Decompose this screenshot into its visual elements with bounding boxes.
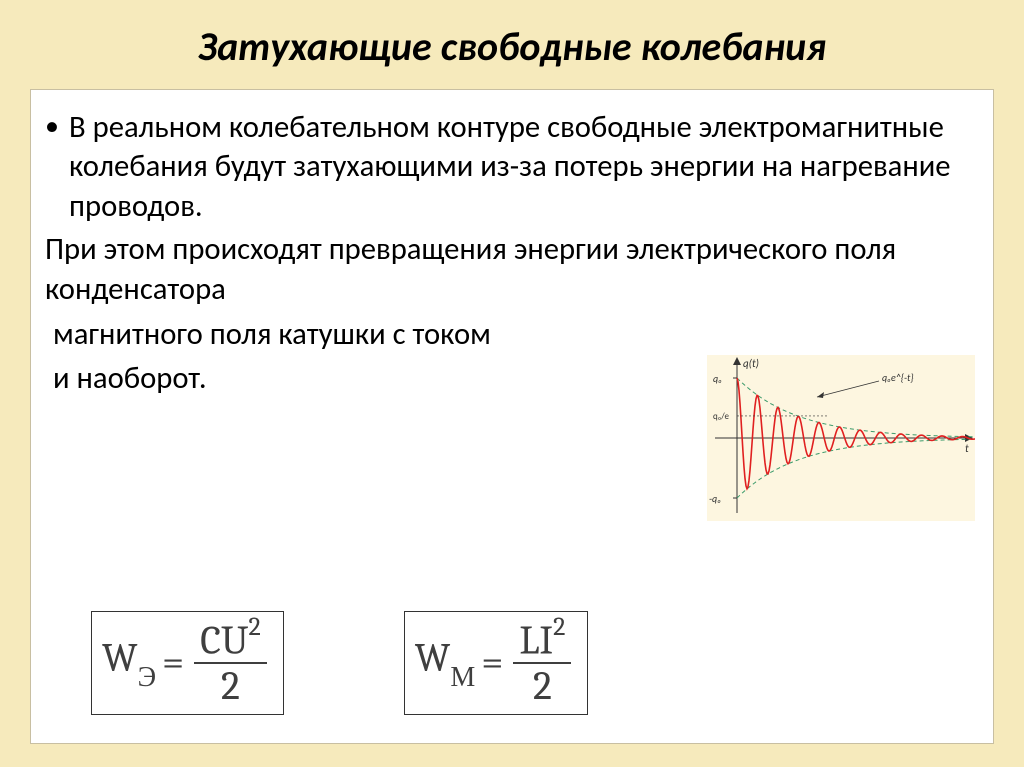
slide: Затухающие свободные колебания • В реаль… (0, 0, 1024, 767)
paragraph-2: магнитного поля катушки с током (45, 315, 979, 355)
slide-title: Затухающие свободные колебания (30, 22, 994, 71)
fraction: LI2 2 (513, 618, 571, 706)
formula-row: WЭ = CU2 2 WМ = LI2 2 (31, 611, 993, 715)
subscript: Э (138, 661, 156, 693)
symbol: W (415, 635, 451, 681)
damped-oscillation-chart: q(t) t q₀ -q₀ q₀e^{-t} q₀/e (707, 355, 975, 521)
svg-text:-q₀: -q₀ (709, 492, 721, 505)
subscript: М (450, 661, 475, 693)
num-base: LI (519, 617, 553, 663)
content-box: • В реальном колебательном контуре свобо… (30, 89, 994, 744)
bullet-item: • В реальном колебательном контуре свобо… (45, 108, 979, 226)
formula-electric-energy: WЭ = CU2 2 (91, 611, 284, 715)
denominator: 2 (221, 664, 240, 706)
equals-sign: = (481, 639, 503, 685)
num-exp: 2 (248, 612, 260, 642)
num-exp: 2 (553, 612, 565, 642)
formula-magnetic-energy: WМ = LI2 2 (404, 611, 589, 715)
paragraph-1: При этом происходят превращения энергии … (45, 230, 979, 311)
svg-text:q(t): q(t) (743, 357, 759, 370)
bullet-text: В реальном колебательном контуре свободн… (69, 108, 979, 226)
svg-text:q₀: q₀ (713, 372, 722, 385)
bullet-dot-icon: • (45, 108, 69, 144)
num-base: CU (200, 617, 248, 663)
fraction: CU2 2 (194, 618, 267, 706)
equals-sign: = (162, 639, 184, 685)
denominator: 2 (533, 664, 552, 706)
svg-text:q₀e^{-t}: q₀e^{-t} (882, 371, 914, 384)
symbol: W (102, 635, 138, 681)
svg-text:q₀/e: q₀/e (713, 411, 730, 422)
svg-text:t: t (965, 442, 969, 455)
